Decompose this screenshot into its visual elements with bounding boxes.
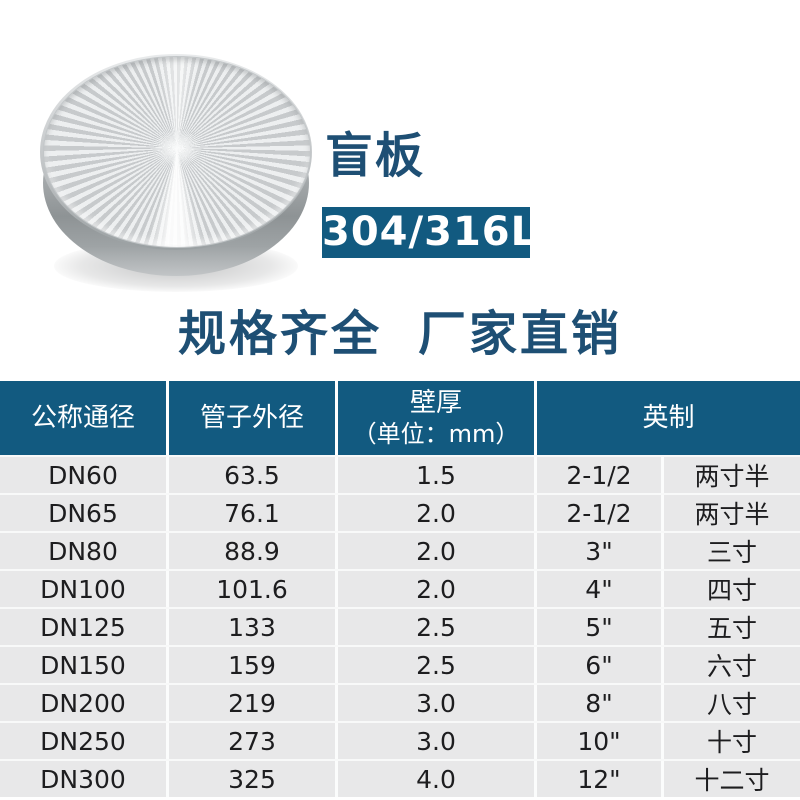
cell-od: 88.9 [169,533,338,569]
cell-od: 219 [169,685,338,721]
cell-imperial: 3" [537,533,664,569]
cell-imperial: 10" [537,723,664,759]
col-header-wall-thickness: 壁厚 （单位：mm） [338,381,537,455]
table-row: DN200 219 3.0 8" 八寸 [0,683,800,721]
cell-imperial-cn: 三寸 [664,533,800,569]
cell-dn: DN80 [0,533,169,569]
cell-od: 101.6 [169,571,338,607]
cell-imperial: 6" [537,647,664,683]
wall-thickness-unit: （单位：mm） [352,420,520,448]
table-row: DN150 159 2.5 6" 六寸 [0,645,800,683]
cell-thickness: 2.5 [338,647,537,683]
cell-imperial-cn: 十二寸 [664,761,800,797]
cell-imperial: 5" [537,609,664,645]
cell-dn: DN300 [0,761,169,797]
cell-thickness: 3.0 [338,685,537,721]
cell-thickness: 4.0 [338,761,537,797]
cell-imperial: 2-1/2 [537,495,664,531]
tagline: 规格齐全 厂家直销 [0,294,800,364]
cell-imperial: 2-1/2 [537,457,664,493]
cell-od: 63.5 [169,457,338,493]
cell-thickness: 2.0 [338,533,537,569]
table-row: DN125 133 2.5 5" 五寸 [0,607,800,645]
cell-imperial: 4" [537,571,664,607]
cell-od: 273 [169,723,338,759]
table-row: DN60 63.5 1.5 2-1/2 两寸半 [0,455,800,493]
page-title: 盲板 [325,128,426,184]
tagline-specs: 规格齐全 [177,306,382,362]
table-row: DN65 76.1 2.0 2-1/2 两寸半 [0,493,800,531]
cell-dn: DN250 [0,723,169,759]
cell-imperial-cn: 八寸 [664,685,800,721]
cell-thickness: 2.0 [338,571,537,607]
cell-imperial-cn: 两寸半 [664,457,800,493]
table-row: DN300 325 4.0 12" 十二寸 [0,759,800,797]
cell-imperial-cn: 十寸 [664,723,800,759]
plate-top-face [43,56,311,248]
cell-od: 325 [169,761,338,797]
cell-dn: DN60 [0,457,169,493]
cell-dn: DN65 [0,495,169,531]
cell-dn: DN200 [0,685,169,721]
cell-imperial: 8" [537,685,664,721]
col-header-pipe-od: 管子外径 [169,381,338,455]
cell-dn: DN125 [0,609,169,645]
spec-table: 公称通径 管子外径 壁厚 （单位：mm） 英制 DN60 63.5 1.5 2-… [0,381,800,797]
cell-dn: DN150 [0,647,169,683]
col-header-nominal-diameter: 公称通径 [0,381,169,455]
material-badge: 304/316L [322,207,536,258]
cell-imperial-cn: 六寸 [664,647,800,683]
cell-thickness: 1.5 [338,457,537,493]
col-header-imperial: 英制 [537,381,800,455]
wall-thickness-label: 壁厚 [409,388,462,418]
product-photo [40,52,312,292]
table-header-row: 公称通径 管子外径 壁厚 （单位：mm） 英制 [0,381,800,455]
cell-od: 76.1 [169,495,338,531]
cell-od: 133 [169,609,338,645]
table-row: DN100 101.6 2.0 4" 四寸 [0,569,800,607]
cell-imperial-cn: 四寸 [664,571,800,607]
tagline-factory: 厂家直销 [418,306,623,362]
cell-imperial-cn: 五寸 [664,609,800,645]
cell-thickness: 2.0 [338,495,537,531]
cell-imperial-cn: 两寸半 [664,495,800,531]
cell-thickness: 2.5 [338,609,537,645]
cell-thickness: 3.0 [338,723,537,759]
cell-dn: DN100 [0,571,169,607]
cell-od: 159 [169,647,338,683]
table-row: DN80 88.9 2.0 3" 三寸 [0,531,800,569]
cell-imperial: 12" [537,761,664,797]
table-row: DN250 273 3.0 10" 十寸 [0,721,800,759]
